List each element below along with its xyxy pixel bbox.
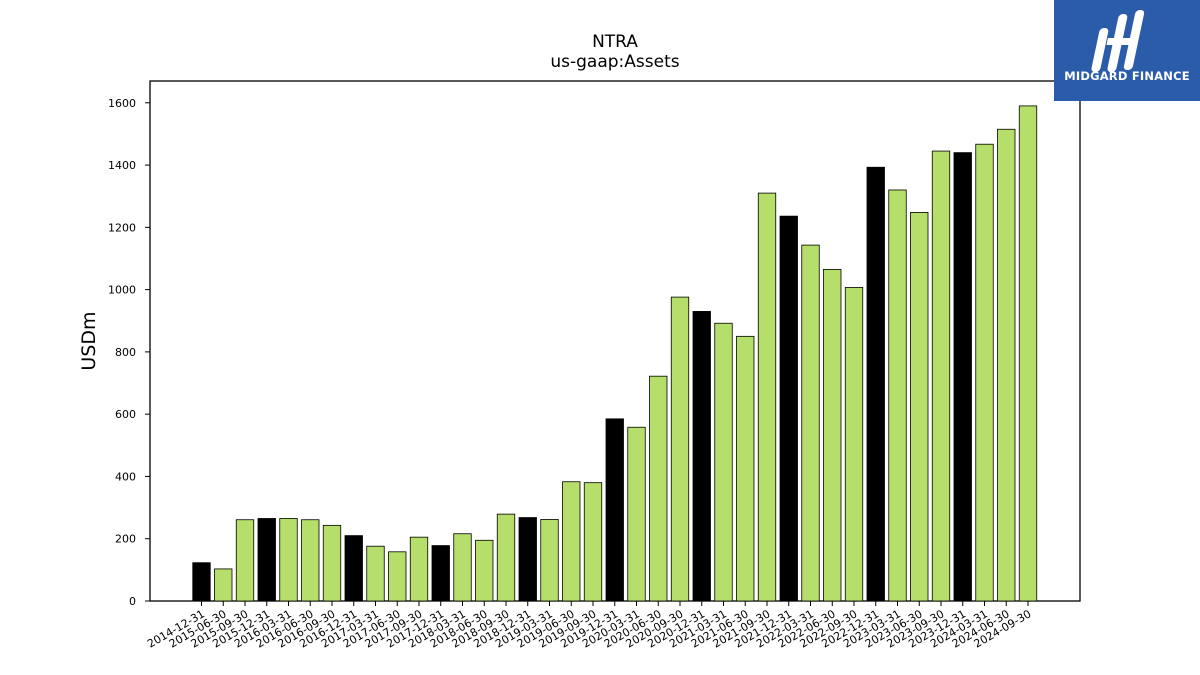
bar [279, 518, 298, 602]
bar [757, 192, 777, 602]
bar [583, 482, 603, 602]
bar [388, 551, 407, 602]
y-tick-label: 0 [129, 595, 136, 608]
bar [192, 562, 211, 602]
bar [1018, 105, 1038, 602]
bar [431, 545, 450, 602]
bar [257, 518, 276, 602]
y-tick-label: 800 [115, 346, 136, 359]
bar [888, 189, 907, 602]
bar [714, 322, 733, 602]
bar [496, 513, 516, 602]
bar [344, 535, 363, 602]
logo-text: MIDGARD FINANCE [1064, 69, 1190, 83]
bar [844, 287, 864, 602]
y-tick-label: 1400 [108, 159, 136, 172]
bar [540, 519, 559, 602]
y-tick-label: 200 [115, 533, 136, 546]
bar [975, 143, 994, 602]
y-axis-label: USDm [78, 311, 100, 370]
bar [823, 268, 842, 602]
y-tick-label: 400 [115, 470, 136, 483]
chart-title: NTRA [592, 32, 638, 52]
bar [409, 536, 429, 602]
bar [214, 568, 233, 602]
bar [866, 166, 885, 602]
bar [627, 426, 646, 602]
bar [649, 375, 668, 602]
bar [670, 296, 690, 602]
bar [518, 517, 537, 602]
bar [910, 211, 929, 602]
logo-mark-icon [1091, 10, 1145, 72]
y-tick-label: 600 [115, 408, 136, 421]
bar [801, 244, 820, 602]
chart-subtitle: us-gaap:Assets [550, 52, 680, 72]
bar [562, 481, 581, 602]
bar [235, 519, 255, 602]
bar [692, 311, 711, 602]
y-tick-label: 1600 [108, 97, 136, 110]
y-tick-label: 1200 [108, 221, 136, 234]
bar [366, 545, 385, 602]
bar [605, 418, 624, 602]
midgard-finance-logo: MIDGARD FINANCE [1054, 0, 1200, 101]
bar [779, 215, 798, 602]
bar [931, 150, 951, 602]
bar [953, 152, 972, 602]
y-tick-label: 1000 [108, 284, 136, 297]
bar [736, 335, 755, 602]
bar [475, 539, 494, 602]
bar [322, 524, 342, 602]
bar [301, 519, 320, 602]
bar [997, 128, 1016, 602]
bar [453, 533, 472, 602]
